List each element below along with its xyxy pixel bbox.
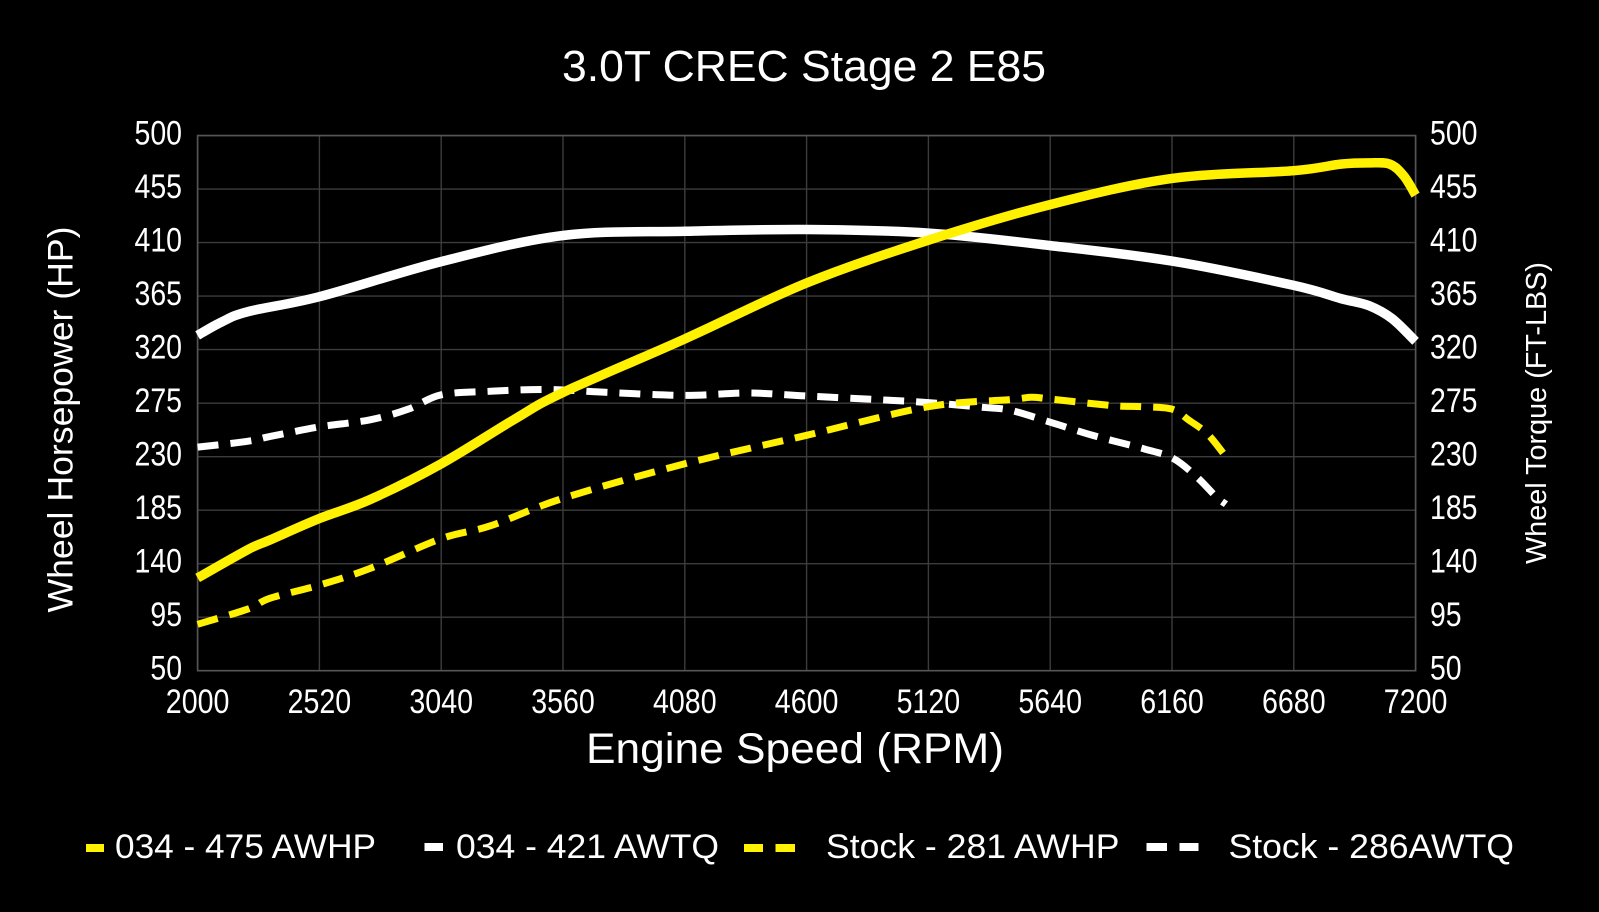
svg-text:500: 500 — [1430, 115, 1478, 153]
svg-text:275: 275 — [1430, 382, 1478, 420]
svg-text:410: 410 — [1430, 222, 1478, 260]
svg-text:95: 95 — [1430, 596, 1462, 634]
svg-text:320: 320 — [1430, 329, 1478, 367]
svg-text:50: 50 — [150, 650, 182, 688]
svg-text:6160: 6160 — [1140, 683, 1204, 721]
svg-text:Stock - 286AWTQ: Stock - 286AWTQ — [1229, 828, 1515, 866]
svg-text:455: 455 — [1430, 168, 1478, 206]
svg-text:3560: 3560 — [531, 683, 595, 721]
svg-text:Stock - 281 AWHP: Stock - 281 AWHP — [826, 828, 1120, 866]
svg-text:410: 410 — [135, 222, 183, 260]
svg-text:140: 140 — [135, 543, 183, 581]
svg-text:365: 365 — [1430, 275, 1478, 313]
svg-text:5120: 5120 — [897, 683, 961, 721]
svg-text:034 - 421 AWTQ: 034 - 421 AWTQ — [456, 828, 719, 866]
svg-text:95: 95 — [150, 596, 182, 634]
svg-text:500: 500 — [135, 115, 183, 153]
svg-text:140: 140 — [1430, 543, 1478, 581]
svg-text:7200: 7200 — [1384, 683, 1448, 721]
svg-text:3.0T CREC Stage 2 E85: 3.0T CREC Stage 2 E85 — [562, 42, 1046, 91]
svg-text:455: 455 — [135, 168, 183, 206]
svg-text:4080: 4080 — [653, 683, 717, 721]
svg-text:50: 50 — [1430, 650, 1462, 688]
svg-text:365: 365 — [135, 275, 183, 313]
svg-text:230: 230 — [1430, 436, 1478, 474]
svg-text:Wheel Horsepower (HP): Wheel Horsepower (HP) — [41, 227, 81, 613]
svg-text:3040: 3040 — [409, 683, 473, 721]
svg-text:2000: 2000 — [166, 683, 230, 721]
svg-text:320: 320 — [135, 329, 183, 367]
svg-text:Engine Speed (RPM): Engine Speed (RPM) — [586, 725, 1004, 773]
svg-text:185: 185 — [1430, 489, 1478, 527]
svg-text:2520: 2520 — [288, 683, 352, 721]
svg-text:275: 275 — [135, 382, 183, 420]
svg-text:5640: 5640 — [1018, 683, 1082, 721]
svg-text:6680: 6680 — [1262, 683, 1326, 721]
svg-text:4600: 4600 — [775, 683, 839, 721]
svg-text:034 - 475 AWHP: 034 - 475 AWHP — [115, 828, 376, 866]
svg-text:Wheel Torque (FT-LBS): Wheel Torque (FT-LBS) — [1520, 262, 1552, 564]
svg-text:230: 230 — [135, 436, 183, 474]
svg-text:185: 185 — [135, 489, 183, 527]
